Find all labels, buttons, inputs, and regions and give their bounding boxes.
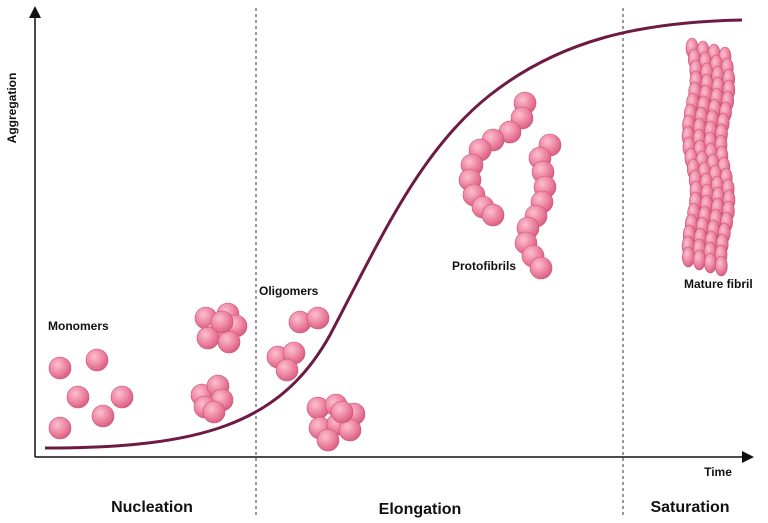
protein-spheres [48,37,736,452]
annotation: Oligomers [259,284,319,298]
protein-sphere [110,385,134,409]
phase-label: Nucleation [111,499,193,516]
y-axis-label: Aggregation [5,73,19,144]
protein-sphere [48,416,72,440]
phase-label: Elongation [379,501,462,518]
protein-sphere [66,385,90,409]
protein-sphere [91,404,115,428]
protein-sphere [217,330,241,354]
protein-sphere [330,400,354,424]
protein-sphere [682,246,695,268]
protein-sphere [481,203,505,227]
aggregation-curve [44,18,743,450]
annotation: Protofibrils [452,259,516,273]
protein-sphere [316,428,340,452]
protein-sphere [704,252,717,274]
annotation: Monomers [48,319,109,333]
x-axis-label: Time [704,465,732,479]
protein-sphere [529,256,553,280]
protein-sphere [85,348,109,372]
protein-sphere [275,358,299,382]
protein-sphere [715,255,728,277]
protein-sphere [306,306,330,330]
protein-sphere [693,249,706,271]
annotation: Mature fibril [684,277,753,291]
protein-sphere [202,400,226,424]
protein-sphere [48,356,72,380]
phase-label: Saturation [650,499,729,516]
protein-sphere [210,310,234,334]
